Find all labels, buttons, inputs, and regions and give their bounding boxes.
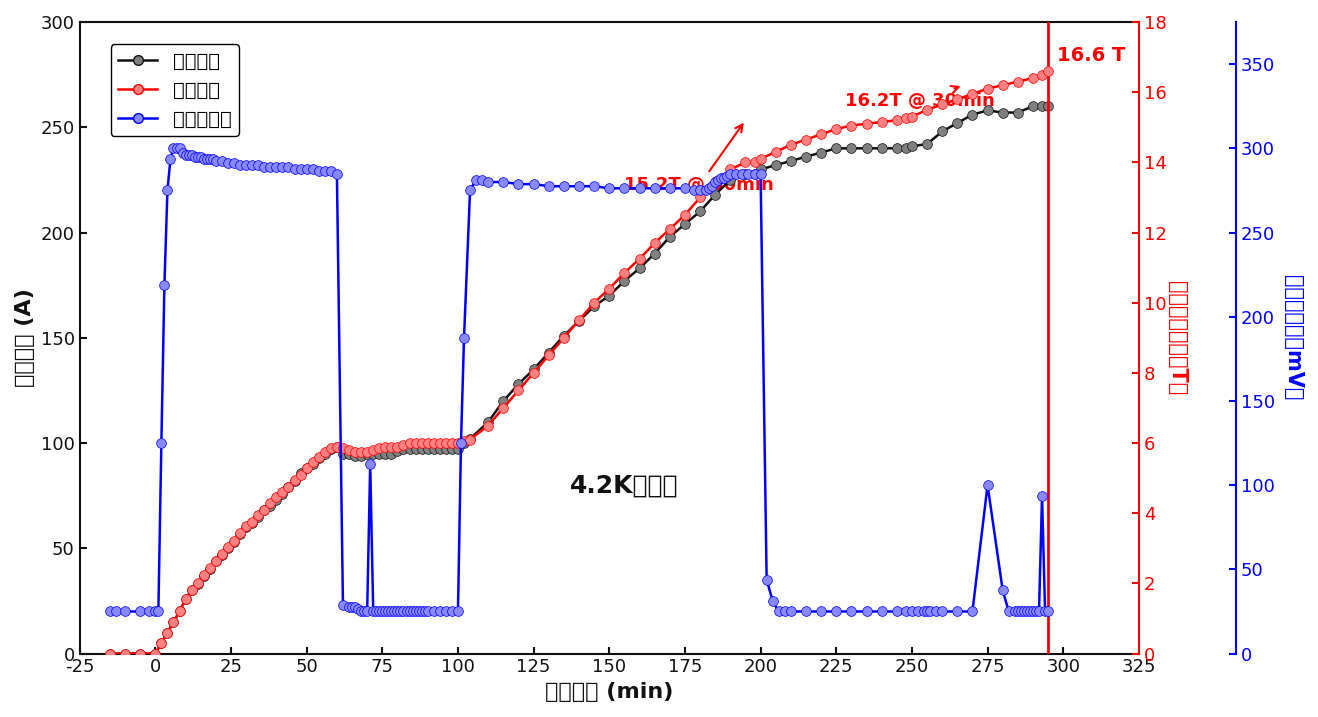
工作电流 bbox=[746, 169, 762, 178]
工作电流 bbox=[101, 650, 117, 658]
Text: 15.2T @ 50min: 15.2T @ 50min bbox=[625, 125, 774, 194]
工作电流 bbox=[148, 650, 163, 658]
磁体总电压 bbox=[662, 184, 677, 193]
中心磁场 bbox=[281, 483, 297, 491]
工作电流 bbox=[281, 483, 297, 492]
工作电流 bbox=[171, 607, 187, 616]
磁体总电压 bbox=[362, 460, 378, 468]
工作电流 bbox=[1025, 102, 1041, 110]
Y-axis label: 磁体总电压（mV）: 磁体总电压（mV） bbox=[1282, 275, 1304, 401]
磁体总电压 bbox=[1040, 607, 1056, 616]
中心磁场 bbox=[148, 650, 163, 658]
磁体总电压 bbox=[101, 607, 117, 616]
磁体总电压 bbox=[166, 144, 182, 153]
Line: 中心磁场: 中心磁场 bbox=[105, 66, 1053, 658]
Y-axis label: 中心实测磁场（T）: 中心实测磁场（T） bbox=[1168, 280, 1188, 395]
磁体总电压 bbox=[426, 607, 442, 616]
中心磁场 bbox=[101, 650, 117, 658]
Text: 16.6 T: 16.6 T bbox=[1057, 46, 1126, 65]
工作电流 bbox=[463, 435, 478, 443]
Text: 16.2T @ 30min: 16.2T @ 30min bbox=[845, 86, 995, 110]
X-axis label: 励磁时间 (min): 励磁时间 (min) bbox=[546, 682, 673, 702]
中心磁场 bbox=[746, 158, 762, 166]
磁体总电压 bbox=[601, 184, 617, 193]
Y-axis label: 工作电流 (A): 工作电流 (A) bbox=[14, 288, 36, 387]
中心磁场 bbox=[463, 435, 478, 444]
中心磁场 bbox=[420, 439, 436, 447]
Line: 工作电流: 工作电流 bbox=[105, 101, 1053, 658]
Text: 4.2K，自场: 4.2K，自场 bbox=[571, 473, 679, 497]
工作电流 bbox=[420, 445, 436, 454]
Legend: 工作电流, 中心磁场, 磁体总电压: 工作电流, 中心磁场, 磁体总电压 bbox=[111, 44, 240, 136]
工作电流 bbox=[1040, 102, 1056, 110]
中心磁场 bbox=[171, 607, 187, 616]
中心磁场 bbox=[1040, 67, 1056, 75]
Line: 磁体总电压: 磁体总电压 bbox=[105, 143, 1053, 617]
磁体总电压 bbox=[1035, 491, 1050, 500]
磁体总电压 bbox=[717, 174, 733, 182]
